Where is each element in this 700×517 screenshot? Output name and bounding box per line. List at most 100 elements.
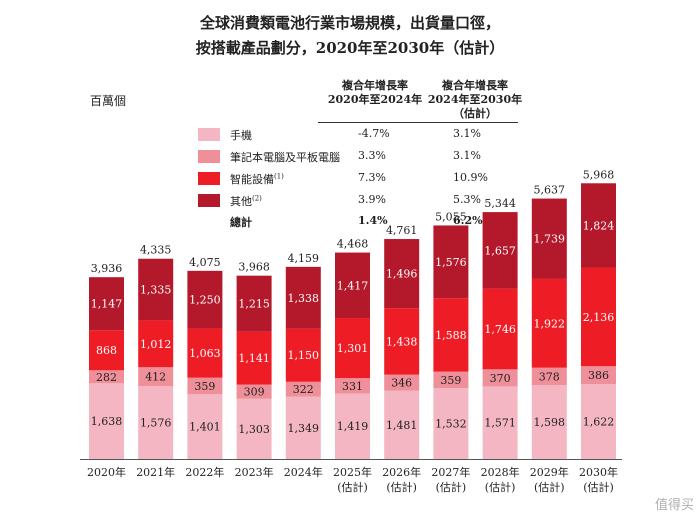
bar-segment-mobile (581, 384, 616, 459)
data-label-laptop-tablet: 378 (539, 370, 560, 383)
bar-segment-laptop-tablet (89, 370, 124, 384)
bar-segment-mobile (531, 385, 567, 459)
total-label: 4,468 (337, 238, 369, 251)
x-tick-label: 2022年 (185, 465, 224, 479)
bar-segment-mobile (138, 386, 174, 459)
data-label-laptop-tablet: 359 (440, 374, 461, 387)
total-label: 5,344 (484, 197, 516, 210)
total-label: 4,335 (140, 244, 172, 257)
bar-segment-others (482, 212, 518, 289)
x-tick-label: 2029年 (530, 465, 569, 479)
data-label-smart-devices: 2,136 (583, 311, 615, 324)
bar-segment-smart-devices (433, 298, 469, 372)
bar-segment-laptop-tablet (138, 367, 174, 387)
data-label-smart-devices: 1,438 (386, 335, 418, 348)
cagr-2024-2030-total: 6.2% (453, 214, 483, 227)
cagr-header-1-line2: 2020年至2024年 (327, 93, 423, 106)
data-label-others: 1,739 (534, 233, 566, 246)
bar-segment-laptop-tablet (581, 366, 616, 385)
total-label: 5,637 (534, 184, 566, 197)
bar-segment-smart-devices (335, 318, 370, 379)
cagr-2024-2030-laptop-tablet: 3.1% (453, 149, 481, 162)
cagr-2024-2030-others: 5.3% (453, 193, 481, 206)
data-label-mobile: 1,349 (288, 422, 320, 435)
bar-segment-smart-devices (384, 308, 420, 375)
bar-segment-laptop-tablet (384, 374, 420, 391)
data-label-others: 1,338 (288, 292, 320, 305)
x-tick-label: 2020年 (87, 465, 126, 479)
bar-segment-smart-devices (482, 288, 518, 370)
bar-segment-mobile (384, 390, 420, 459)
data-label-smart-devices: 1,588 (435, 329, 467, 342)
data-label-mobile: 1,638 (91, 415, 123, 428)
x-tick-sublabel: (估計) (337, 480, 368, 494)
data-label-smart-devices: 1,150 (288, 349, 320, 362)
legend-label-mobile: 手機 (230, 129, 252, 142)
unit-label: 百萬個 (90, 94, 127, 108)
bar-segment-others (335, 252, 370, 319)
bar-segment-smart-devices (531, 278, 567, 368)
footnote-1-marker: (1) (274, 172, 284, 181)
cagr-header-2024-2030: 複合年增長率 2024年至2030年 （估計） (415, 79, 535, 121)
footnote-2-marker: (2) (252, 194, 262, 203)
bar-segment-smart-devices (187, 328, 223, 378)
bar-segment-laptop-tablet (335, 378, 370, 394)
data-label-mobile: 1,622 (583, 416, 615, 429)
legend-label-others: 其他(2) (230, 193, 262, 209)
bar-segment-laptop-tablet (482, 369, 518, 387)
bar-segment-others (433, 225, 469, 299)
total-label: 3,936 (91, 262, 123, 275)
data-label-others: 1,147 (91, 298, 123, 311)
bar-segment-laptop-tablet (285, 381, 321, 397)
x-tick-label: 2026年 (382, 465, 421, 479)
legend-label-smart-devices: 智能設備(1) (230, 171, 284, 187)
x-tick-label: 2023年 (235, 465, 274, 479)
x-tick-label: 2027年 (431, 465, 470, 479)
x-tick-label: 2030年 (579, 465, 618, 479)
bar-segment-laptop-tablet (187, 377, 223, 395)
data-label-smart-devices: 1,922 (534, 317, 566, 330)
legend-swatch-smart-devices (198, 172, 220, 185)
legend-label-total: 總計 (230, 216, 252, 229)
legend-label-laptop-tablet: 筆記本電腦及平板電腦 (230, 151, 340, 164)
data-label-smart-devices: 1,301 (337, 342, 369, 355)
cagr-2020-2024-others: 3.9% (358, 193, 386, 206)
data-label-mobile: 1,481 (386, 419, 418, 432)
data-label-mobile: 1,401 (189, 421, 221, 434)
x-tick-sublabel: (估計) (436, 480, 467, 494)
data-label-smart-devices: 868 (96, 344, 117, 357)
data-label-mobile: 1,532 (435, 418, 467, 431)
cagr-header-2020-2024: 複合年增長率 2020年至2024年 (320, 79, 430, 107)
data-label-laptop-tablet: 359 (194, 380, 215, 393)
bar-segment-mobile (482, 386, 518, 459)
x-tick-sublabel: (估計) (534, 480, 565, 494)
data-label-laptop-tablet: 370 (490, 372, 511, 385)
x-tick-label: 2028年 (481, 465, 520, 479)
bar-segment-others (581, 183, 616, 268)
data-label-others: 1,215 (238, 298, 270, 311)
bar-segment-others (384, 239, 420, 309)
data-label-others: 1,657 (484, 244, 516, 257)
bar-segment-smart-devices (285, 328, 321, 382)
watermark-logo: 值得买 (654, 498, 694, 513)
data-label-laptop-tablet: 346 (391, 377, 412, 390)
total-label: 3,968 (238, 261, 270, 274)
bar-segment-others (285, 266, 321, 329)
cagr-header-2-line2: 2024年至2030年 (427, 93, 523, 106)
bar-segment-mobile (285, 396, 321, 459)
data-label-mobile: 1,598 (534, 416, 566, 429)
x-tick-sublabel: (估計) (485, 480, 516, 494)
data-label-mobile: 1,576 (140, 417, 172, 430)
data-label-laptop-tablet: 412 (145, 371, 166, 384)
legend-label-others-text: 其他 (230, 195, 252, 208)
cagr-header-1-line1: 複合年增長率 (342, 79, 408, 92)
data-label-laptop-tablet: 309 (244, 386, 265, 399)
cagr-2024-2030-mobile: 3.1% (453, 127, 481, 140)
bar-segment-laptop-tablet (433, 371, 469, 389)
legend-swatch-laptop-tablet (198, 150, 220, 163)
data-label-laptop-tablet: 322 (293, 383, 314, 396)
data-label-others: 1,335 (140, 284, 172, 297)
data-label-smart-devices: 1,063 (189, 347, 221, 360)
data-label-mobile: 1,419 (337, 420, 369, 433)
